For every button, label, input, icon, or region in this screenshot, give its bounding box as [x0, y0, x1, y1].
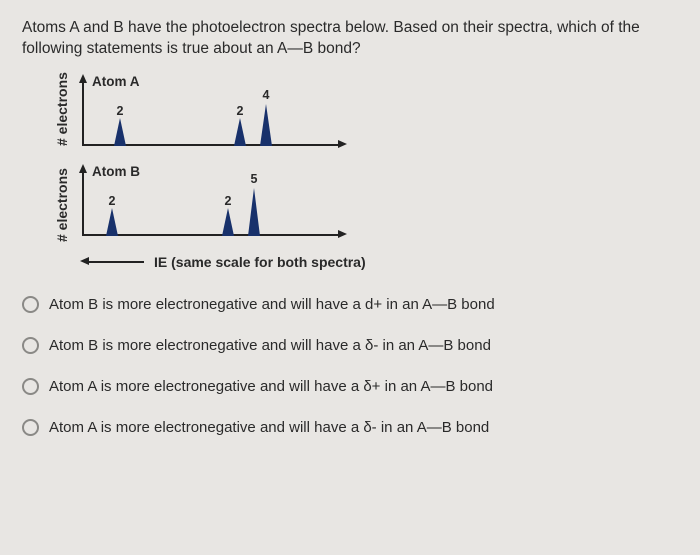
radio-icon[interactable] [22, 337, 39, 354]
ie-row: IE (same scale for both spectra) [88, 254, 678, 270]
option-0[interactable]: Atom B is more electronegative and will … [22, 296, 678, 313]
peak [106, 208, 118, 236]
options-group: Atom B is more electronegative and will … [22, 296, 678, 436]
radio-icon[interactable] [22, 378, 39, 395]
peak-label: 4 [263, 88, 270, 102]
peak-label: 2 [225, 194, 232, 208]
y-axis [82, 80, 84, 146]
spectrum-a: Atom A 2 2 4 [62, 74, 362, 154]
peak-label: 5 [251, 172, 258, 186]
option-text: Atom B is more electronegative and will … [49, 296, 495, 313]
ie-arrow-icon [88, 261, 144, 263]
radio-icon[interactable] [22, 296, 39, 313]
peak-label: 2 [109, 194, 116, 208]
question-text: Atoms A and B have the photoelectron spe… [22, 18, 678, 60]
peak [222, 208, 234, 236]
option-text: Atom A is more electronegative and will … [49, 378, 493, 395]
spectrum-b-title: Atom B [92, 164, 140, 179]
peak [260, 104, 272, 146]
ie-label: IE (same scale for both spectra) [154, 254, 366, 270]
option-1[interactable]: Atom B is more electronegative and will … [22, 337, 678, 354]
option-2[interactable]: Atom A is more electronegative and will … [22, 378, 678, 395]
option-3[interactable]: Atom A is more electronegative and will … [22, 419, 678, 436]
peak [234, 118, 246, 146]
spectrum-a-title: Atom A [92, 74, 140, 89]
option-text: Atom B is more electronegative and will … [49, 337, 491, 354]
x-arrow-icon [338, 230, 347, 238]
spectra-block: # electrons # electrons Atom A 224 Atom … [62, 74, 678, 270]
peak-label: 2 [117, 104, 124, 118]
peak [114, 118, 126, 146]
peak-label: 2 [237, 104, 244, 118]
x-axis [82, 234, 342, 236]
option-text: Atom A is more electronegative and will … [49, 419, 489, 436]
y-axis [82, 170, 84, 236]
peak [248, 188, 260, 236]
spectrum-b: Atom B 2 2 5 [62, 164, 362, 244]
radio-icon[interactable] [22, 419, 39, 436]
x-arrow-icon [338, 140, 347, 148]
